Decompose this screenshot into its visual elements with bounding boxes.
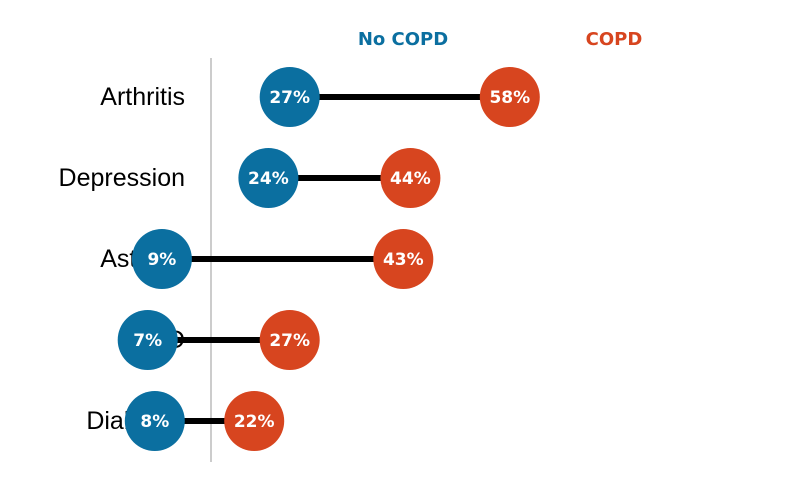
category-label-depression: Depression bbox=[59, 164, 185, 192]
dot-label-copd-asthma: 43% bbox=[383, 250, 424, 270]
dot-label-copd-diabetes: 22% bbox=[234, 412, 275, 432]
dot-label-copd-arthritis: 58% bbox=[489, 88, 530, 108]
dot-label-no-copd-depression: 24% bbox=[248, 169, 289, 189]
dot-label-no-copd-asthma: 9% bbox=[147, 250, 176, 270]
dot-copd-depression bbox=[380, 148, 441, 208]
dot-no-copd-arthritis bbox=[259, 67, 320, 127]
chart-rows: Arthritis27%58%Depression24%44%Asthma9%4… bbox=[59, 67, 540, 451]
dot-label-no-copd-cvd: 7% bbox=[133, 331, 162, 351]
dot-copd-cvd bbox=[259, 310, 320, 370]
dot-copd-arthritis bbox=[479, 67, 540, 127]
dot-label-copd-cvd: 27% bbox=[269, 331, 310, 351]
dot-no-copd-diabetes bbox=[124, 391, 185, 451]
legend-no-copd: No COPD bbox=[358, 29, 448, 50]
dot-no-copd-depression bbox=[238, 148, 299, 208]
dot-label-no-copd-arthritis: 27% bbox=[269, 88, 310, 108]
legend-copd: COPD bbox=[586, 29, 643, 50]
dot-copd-diabetes bbox=[224, 391, 285, 451]
dot-label-no-copd-diabetes: 8% bbox=[140, 412, 169, 432]
dot-copd-asthma bbox=[373, 229, 434, 289]
dot-no-copd-asthma bbox=[131, 229, 192, 289]
dot-label-copd-depression: 44% bbox=[390, 169, 431, 189]
dot-no-copd-cvd bbox=[117, 310, 178, 370]
category-label-arthritis: Arthritis bbox=[100, 83, 185, 111]
